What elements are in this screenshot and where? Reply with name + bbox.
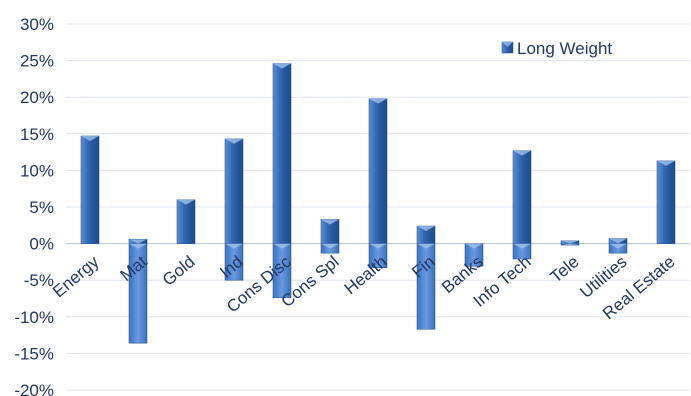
bar-long: [656, 160, 676, 244]
bar-bevel: [465, 243, 483, 249]
y-tick-label: 0%: [29, 235, 54, 254]
bar-bevel: [81, 135, 99, 141]
y-tick-label: -5%: [24, 271, 54, 290]
bar-bevel: [273, 243, 291, 249]
y-tick-label: -20%: [14, 381, 54, 396]
bar-bevel: [369, 243, 387, 249]
bar-bevel: [273, 63, 291, 69]
category-label: Health: [341, 252, 391, 298]
bar-bevel: [129, 243, 147, 249]
bar-bevel: [609, 238, 627, 244]
bar-long: [368, 98, 388, 244]
y-tick-label: 10%: [20, 161, 54, 180]
bar-bevel: [657, 160, 675, 166]
legend-swatch-cap: [502, 42, 513, 47]
bar-bevel: [561, 243, 579, 246]
bar-bevel: [369, 98, 387, 104]
bar-bevel: [513, 150, 531, 156]
bar-bevel: [321, 219, 339, 225]
bar-bevel: [417, 226, 435, 232]
bar-long: [176, 199, 196, 244]
legend: Long Weight: [501, 39, 612, 58]
bar-long: [512, 150, 532, 244]
bar-bevel: [321, 243, 339, 249]
y-tick-label: 5%: [29, 198, 54, 217]
y-tick-label: -10%: [14, 308, 54, 327]
y-tick-label: 30%: [20, 15, 54, 34]
y-axis-ticks: 30% 25% 20% 15% 10% 5% 0% -5% -10% -15% -20%: [14, 15, 54, 396]
bar-long: [224, 138, 244, 244]
bar-long: [272, 63, 292, 244]
y-tick-label: 20%: [20, 88, 54, 107]
category-label: Tele: [546, 252, 582, 287]
bar-bevel: [177, 199, 195, 205]
y-tick-label: 25%: [20, 52, 54, 71]
bar-bevel: [513, 243, 531, 249]
category-label: Gold: [159, 252, 199, 290]
y-tick-label: -15%: [14, 344, 54, 363]
y-tick-label: 15%: [20, 125, 54, 144]
category-label: Energy: [49, 252, 103, 301]
bar-bevel: [129, 239, 147, 244]
bar-long: [80, 135, 100, 244]
bar-bevel: [561, 240, 579, 244]
bar-bevel: [225, 138, 243, 144]
bar-bevel: [417, 243, 435, 249]
bars: [80, 63, 676, 344]
bar-bevel: [225, 243, 243, 249]
bar-bevel: [609, 243, 627, 249]
legend-label: Long Weight: [517, 39, 612, 58]
